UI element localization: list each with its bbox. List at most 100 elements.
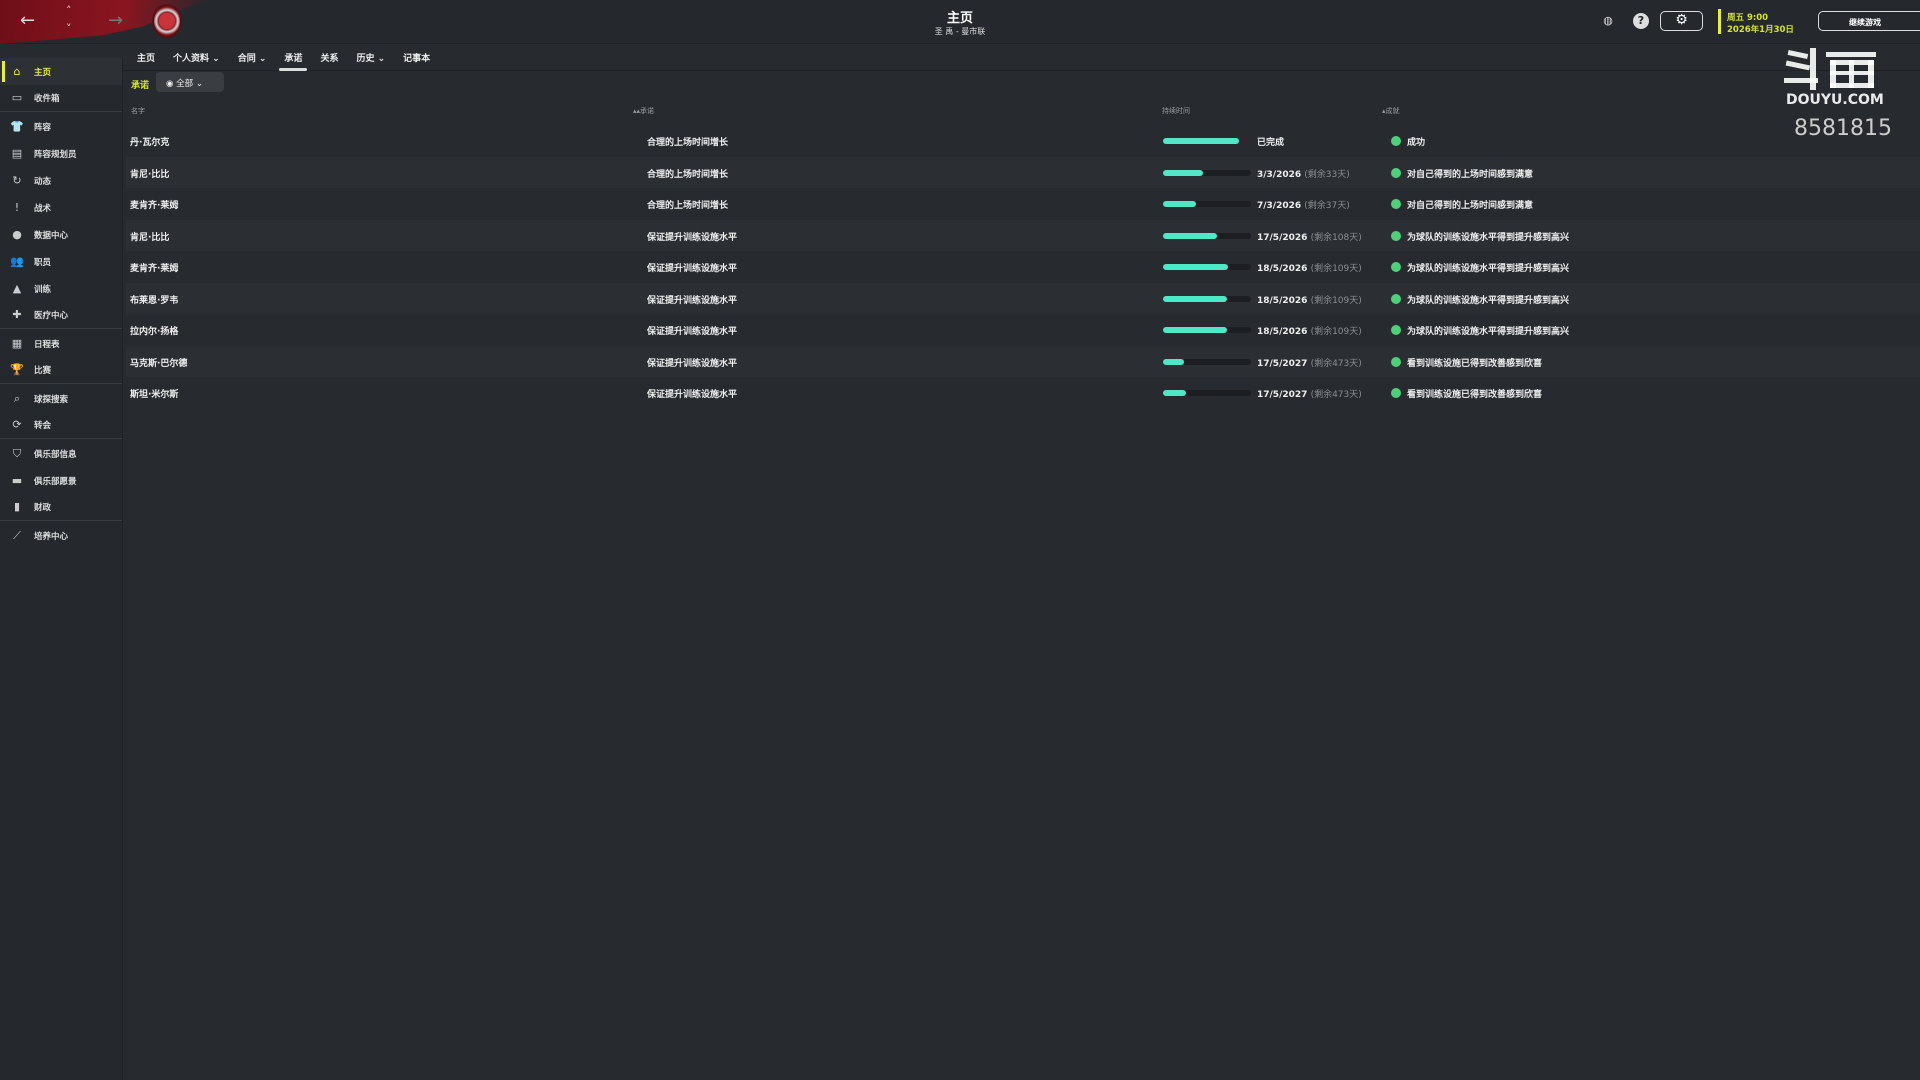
progress-bar	[1163, 169, 1251, 176]
tab-0[interactable]: 主页	[137, 51, 155, 64]
player-name[interactable]: 丹·瓦尔克	[130, 138, 170, 148]
globe-icon[interactable]: ◍	[1603, 14, 1613, 27]
sidebar-item-3[interactable]: ▤ 阵容规划员	[0, 140, 122, 167]
sidebar-item-7[interactable]: 👥 职员	[0, 248, 122, 275]
duration-text: 17/5/2026 (剩余108天)	[1257, 230, 1362, 243]
progress-fill	[1163, 390, 1186, 396]
progress-bar	[1163, 201, 1251, 207]
due-date: 18/5/2026	[1257, 264, 1308, 274]
transfer-icon: ⟳	[12, 418, 22, 431]
due-date: 已完成	[1257, 138, 1285, 148]
outcome-text: 对自己得到的上场时间感到满意	[1407, 169, 1534, 180]
sidebar-item-5[interactable]: ! 战术	[0, 194, 122, 221]
chevron-down-icon[interactable]: ˅	[66, 22, 72, 35]
player-name[interactable]: 拉内尔·扬格	[130, 327, 179, 337]
sidebar-item-4[interactable]: ↻ 动态	[0, 167, 122, 194]
table-row[interactable]: 马克斯·巴尔德 保证提升训练设施水平 17/5/2027 (剩余473天) 看到…	[126, 345, 1920, 377]
tab-1[interactable]: 个人资料 ⌄	[173, 51, 220, 64]
table-row[interactable]: 麦肯齐·莱姆 保证提升训练设施水平 18/5/2026 (剩余109天) 为球队…	[126, 251, 1920, 283]
duration-text: 17/5/2027 (剩余473天)	[1257, 356, 1362, 369]
watermark-room: 8581815	[1794, 116, 1892, 141]
tab-2[interactable]: 合同 ⌄	[238, 51, 267, 64]
table-row[interactable]: 布莱恩·罗韦 保证提升训练设施水平 18/5/2026 (剩余109天) 为球队…	[126, 282, 1920, 314]
table-row[interactable]: 肯尼·比比 保证提升训练设施水平 17/5/2026 (剩余108天) 为球队的…	[126, 219, 1920, 251]
outcome-text: 为球队的训练设施水平得到提升感到高兴	[1407, 232, 1570, 243]
sidebar-item-label: 财政	[34, 503, 52, 513]
outcome-text: 成功	[1407, 138, 1426, 148]
sidebar-item-8[interactable]: ▲ 训练	[0, 275, 122, 302]
promise-text: 保证提升训练设施水平	[647, 232, 738, 243]
remaining-days: (剩余108天)	[1310, 232, 1362, 243]
table-row[interactable]: 斯坦·米尔斯 保证提升训练设施水平 17/5/2027 (剩余473天) 看到训…	[126, 377, 1920, 409]
promise-text: 保证提升训练设施水平	[647, 358, 738, 369]
progress-fill	[1163, 264, 1229, 270]
outcome-text: 为球队的训练设施水平得到提升感到高兴	[1407, 264, 1570, 274]
chevron-up-icon[interactable]: ˄	[66, 4, 72, 17]
progress-fill	[1163, 138, 1239, 144]
sidebar-item-11[interactable]: 🏆 比赛	[0, 357, 122, 384]
chevron-down-icon: ⌄	[377, 53, 386, 64]
training-icon: ▲	[12, 281, 22, 295]
remaining-days: (剩余109天)	[1310, 264, 1362, 274]
sidebar-item-0[interactable]: ⌂ 主页	[0, 58, 122, 85]
back-arrow-icon[interactable]: ←	[20, 10, 36, 31]
trophy-icon: 🏆	[10, 363, 24, 376]
filter-dropdown[interactable]: ◉ 全部 ⌄	[156, 72, 224, 92]
sidebar-item-label: 球探搜索	[34, 394, 69, 405]
player-name[interactable]: 麦肯齐·莱姆	[130, 201, 179, 211]
player-name[interactable]: 肯尼·比比	[130, 232, 170, 243]
due-date: 18/5/2026	[1257, 327, 1308, 337]
table-row[interactable]: 丹·瓦尔克 合理的上场时间增长 已完成 成功	[126, 125, 1920, 157]
player-name[interactable]: 肯尼·比比	[130, 169, 170, 180]
player-name[interactable]: 布莱恩·罗韦	[130, 295, 179, 306]
forward-arrow-icon[interactable]: →	[108, 10, 124, 31]
progress-fill	[1163, 358, 1185, 365]
sidebar-item-label: 职员	[34, 257, 52, 268]
remaining-days: (剩余109天)	[1310, 295, 1362, 306]
col-header-promise[interactable]: ▴▴承诺	[633, 107, 655, 115]
continue-button[interactable]: 继续游戏	[1818, 11, 1920, 31]
sidebar-item-10[interactable]: ▦ 日程表	[0, 330, 122, 357]
col-header-outcome[interactable]: ▴成就	[1382, 107, 1400, 115]
tab-4[interactable]: 关系	[320, 51, 338, 64]
page-subtitle: 圣 禹 - 曼市联	[934, 27, 986, 36]
outcome-text: 为球队的训练设施水平得到提升感到高兴	[1407, 327, 1570, 337]
sidebar-item-17[interactable]: ⟋ 培养中心	[0, 522, 122, 549]
sidebar-item-2[interactable]: 👕 阵容	[0, 113, 122, 140]
progress-fill	[1163, 327, 1228, 333]
money-icon: ▮	[13, 500, 21, 513]
table-row[interactable]: 肯尼·比比 合理的上场时间增长 3/3/2026 (剩余33天) 对自己得到的上…	[126, 156, 1920, 188]
sidebar-item-9[interactable]: ✚ 医疗中心	[0, 302, 122, 329]
tab-3[interactable]: 承诺	[279, 51, 308, 71]
gear-icon: ⚙	[1675, 12, 1688, 28]
sidebar-item-13[interactable]: ⟳ 转会	[0, 412, 122, 439]
sidebar-item-12[interactable]: ⌕ 球探搜索	[0, 385, 122, 412]
tab-6[interactable]: 记事本	[403, 51, 430, 64]
sidebar-item-16[interactable]: ▮ 财政	[0, 494, 122, 521]
settings-button[interactable]: ⚙	[1660, 11, 1703, 31]
sidebar-item-14[interactable]: ⛉ 俱乐部信息	[0, 440, 122, 467]
eye-icon: ◉	[166, 79, 174, 89]
club-crest[interactable]	[152, 4, 182, 38]
table-row[interactable]: 拉内尔·扬格 保证提升训练设施水平 18/5/2026 (剩余109天) 为球队…	[126, 314, 1920, 346]
col-header-name[interactable]: 名字	[131, 107, 145, 115]
duration-text: 3/3/2026 (剩余33天)	[1257, 167, 1350, 180]
outcome-text: 看到训练设施已得到改善感到欣喜	[1407, 390, 1543, 400]
shield-icon: ⛉	[12, 446, 22, 460]
table-row[interactable]: 麦肯齐·莱姆 合理的上场时间增长 7/3/2026 (剩余37天) 对自己得到的…	[126, 188, 1920, 220]
due-date: 7/3/2026	[1257, 201, 1302, 211]
progress-fill	[1163, 169, 1203, 176]
help-icon[interactable]: ?	[1633, 13, 1649, 29]
page-title: 主页	[946, 11, 973, 26]
tab-5[interactable]: 历史 ⌄	[356, 51, 385, 64]
sidebar-item-15[interactable]: ▬ 俱乐部愿景	[0, 467, 122, 494]
tab-label: 承诺	[284, 53, 303, 64]
tab-label: 关系	[320, 53, 339, 64]
player-name[interactable]: 斯坦·米尔斯	[130, 390, 179, 400]
sidebar-item-6[interactable]: ● 数据中心	[0, 221, 122, 248]
duration-text: 18/5/2026 (剩余109天)	[1257, 324, 1362, 337]
player-name[interactable]: 麦肯齐·莱姆	[130, 264, 179, 274]
sidebar-item-1[interactable]: ▭ 收件箱	[0, 85, 122, 112]
col-header-duration[interactable]: 持续时间	[1162, 107, 1190, 115]
player-name[interactable]: 马克斯·巴尔德	[130, 358, 188, 369]
